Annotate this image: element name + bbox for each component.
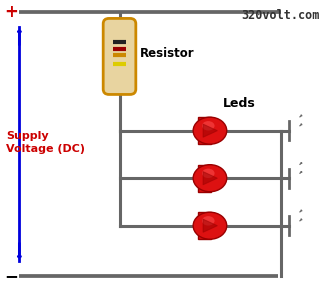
Bar bbox=[198, 212, 211, 239]
Text: 320volt.com: 320volt.com bbox=[241, 9, 320, 22]
Polygon shape bbox=[203, 124, 217, 137]
Text: Leds: Leds bbox=[223, 97, 255, 110]
Text: Supply
Voltage (DC): Supply Voltage (DC) bbox=[6, 131, 86, 154]
Ellipse shape bbox=[193, 117, 227, 144]
Polygon shape bbox=[203, 219, 217, 232]
Bar bbox=[198, 117, 211, 144]
Ellipse shape bbox=[202, 169, 214, 178]
Text: +: + bbox=[5, 3, 18, 21]
Ellipse shape bbox=[202, 121, 214, 131]
Text: −: − bbox=[5, 267, 18, 285]
Polygon shape bbox=[203, 172, 217, 185]
Text: Resistor: Resistor bbox=[140, 47, 194, 60]
FancyBboxPatch shape bbox=[103, 18, 136, 94]
Ellipse shape bbox=[202, 216, 214, 226]
Bar bbox=[198, 165, 211, 192]
Ellipse shape bbox=[193, 165, 227, 192]
Ellipse shape bbox=[193, 212, 227, 239]
